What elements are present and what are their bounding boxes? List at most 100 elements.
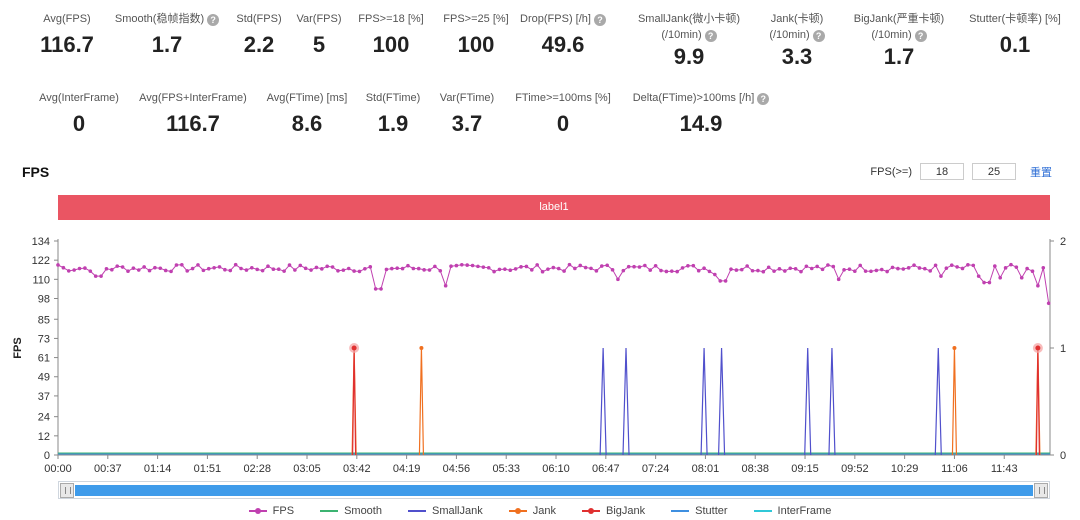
fps-point — [513, 267, 518, 271]
help-icon[interactable]: ? — [812, 29, 825, 42]
metric-label: Avg(FPS) — [43, 13, 91, 25]
legend-item[interactable]: BigJank — [581, 505, 645, 517]
fps-point — [206, 266, 211, 271]
range-start-handle[interactable] — [60, 483, 74, 498]
fps-point — [788, 266, 793, 271]
help-icon[interactable]: ? — [207, 13, 220, 26]
fps-point — [858, 263, 863, 268]
fps-chart: 134 122 110 98 85 73 61 49 37 24 12 0 2 1 0 FPS 00:00 00:… — [12, 236, 1066, 475]
legend-item[interactable]: Stutter — [671, 505, 728, 517]
legend-item[interactable]: Smooth — [320, 505, 382, 517]
fps-point — [567, 262, 572, 267]
x-tick-label: 11:43 — [991, 463, 1018, 475]
fps-point — [648, 268, 653, 272]
help-icon[interactable]: ? — [593, 13, 606, 26]
time-range-selection[interactable] — [75, 485, 1033, 496]
fps-point — [395, 266, 399, 270]
legend-label: InterFrame — [777, 505, 832, 517]
fps-point — [826, 263, 830, 267]
fps-point — [890, 265, 895, 270]
fps-point — [799, 269, 803, 274]
fps-threshold-2-input[interactable] — [972, 163, 1016, 180]
fps-point — [691, 263, 696, 268]
fps-point — [546, 267, 550, 271]
metric-label: Jank(卡顿) (/10min)? — [717, 13, 877, 42]
fps-point — [599, 264, 604, 268]
fps-point — [610, 268, 615, 272]
metric-card: BigJank(严重卡顿) (/10min)? 1.7 — [819, 13, 979, 70]
fps-point — [217, 265, 222, 269]
fps-point — [110, 267, 114, 272]
fps-point — [831, 264, 836, 269]
fps-point — [120, 265, 125, 269]
label-bar[interactable]: label1 — [58, 195, 1050, 220]
y-tick-label: 12 — [38, 431, 50, 443]
fps-point — [540, 269, 545, 274]
y-right-tick-label: 0 — [1060, 450, 1066, 462]
legend-item[interactable]: FPS — [248, 505, 294, 517]
fps-point — [422, 268, 426, 272]
fps-point — [465, 263, 469, 267]
legend-item[interactable]: InterFrame — [753, 505, 832, 517]
help-icon[interactable]: ? — [757, 92, 770, 105]
metric-value: 100 — [372, 32, 410, 57]
fps-point — [266, 264, 270, 268]
fps-point — [1036, 283, 1040, 288]
reset-button[interactable]: 重置 — [1030, 166, 1052, 179]
fps-point — [793, 266, 798, 271]
fps-point — [982, 280, 986, 285]
fps-point — [379, 287, 383, 291]
x-tick-label: 03:42 — [343, 463, 371, 475]
metric-label: Delta(FTime)>100ms [/h]? — [621, 92, 781, 105]
metric-label: Std(FTime) — [365, 92, 421, 104]
fps-point — [1014, 265, 1019, 269]
metric-value: 0 — [556, 111, 570, 136]
metric-value: 1.9 — [377, 111, 409, 136]
fps-point — [756, 268, 760, 273]
help-icon[interactable]: ? — [704, 29, 717, 42]
fps-point — [659, 268, 663, 273]
metric-value: 9.9 — [673, 44, 705, 69]
x-tick-label: 10:29 — [891, 463, 919, 475]
metric-card: FPS>=25 [%] 100 — [396, 13, 556, 58]
fps-point — [368, 265, 373, 269]
fps-point — [1003, 266, 1008, 270]
fps-point — [400, 266, 405, 271]
fps-point — [314, 265, 319, 270]
metric-label: Smooth(稳帧指数)? — [87, 13, 247, 26]
time-range-slider[interactable] — [58, 481, 1050, 499]
fps-point — [298, 263, 303, 268]
legend-item[interactable]: SmallJank — [407, 505, 483, 517]
y-tick-label: 49 — [38, 372, 50, 384]
legend-label: SmallJank — [431, 505, 483, 517]
legend-marker — [671, 506, 690, 516]
fps-threshold-1-input[interactable] — [920, 163, 964, 180]
fps-point — [61, 265, 66, 270]
metric-card: FTime>=100ms [%] 0 — [483, 92, 643, 137]
fps-point — [72, 268, 76, 272]
legend-marker — [248, 506, 267, 516]
range-end-handle[interactable] — [1034, 483, 1048, 498]
fps-point — [605, 263, 609, 268]
legend-marker — [320, 506, 339, 516]
jank-point — [419, 346, 424, 350]
x-tick-label: 00:37 — [94, 463, 122, 475]
legend-item[interactable]: Jank — [508, 505, 556, 517]
fps-point — [766, 265, 771, 270]
fps-point — [912, 263, 916, 268]
metric-label: Stutter(卡顿率) [%] — [969, 13, 1061, 25]
fps-point — [325, 264, 329, 269]
metric-value: 0.1 — [999, 32, 1031, 57]
fps-point — [917, 266, 922, 270]
fps-point — [1041, 265, 1046, 270]
fps-point — [406, 263, 410, 268]
fps-point — [66, 269, 71, 273]
metric-value: 116.7 — [166, 111, 220, 136]
metric-value: 8.6 — [291, 111, 323, 136]
metric-card: Drop(FPS) [/h]? 49.6 — [483, 13, 643, 58]
fps-point — [352, 269, 356, 273]
fps-point — [551, 265, 556, 270]
legend-marker — [581, 506, 600, 516]
fps-point — [869, 269, 873, 274]
help-icon[interactable]: ? — [914, 29, 927, 42]
